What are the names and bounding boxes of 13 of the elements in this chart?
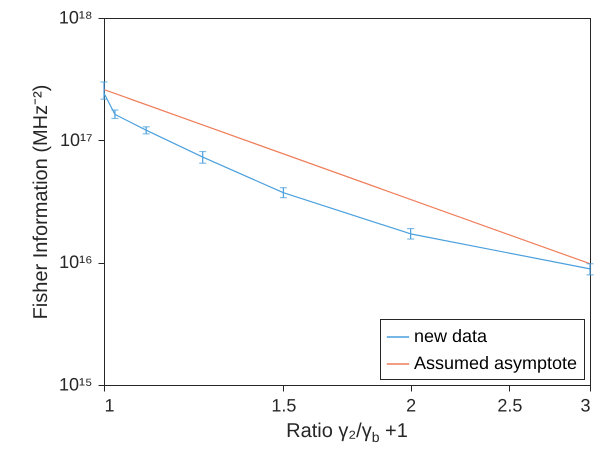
x-tick-label: 1 (104, 396, 115, 416)
y-axis-title: Fisher Information (MHz⁻²) (30, 84, 52, 320)
y-tick-label: 10¹⁵ (59, 374, 92, 394)
y-tick-label: 10¹⁷ (60, 130, 92, 150)
y-tick-label: 10¹⁸ (58, 8, 92, 28)
legend-label: Assumed asymptote (414, 353, 578, 373)
x-tick-label: 2.5 (497, 396, 522, 416)
x-tick-label: 1.5 (271, 396, 296, 416)
x-axis-title: Ratio γ₂/γ$_{b}$ +1 (285, 420, 409, 445)
x-tick-label: 3 (580, 396, 590, 416)
x-tick-label: 2 (406, 396, 416, 416)
legend-label: new data (414, 326, 488, 346)
y-tick-label: 10¹⁶ (59, 252, 92, 272)
